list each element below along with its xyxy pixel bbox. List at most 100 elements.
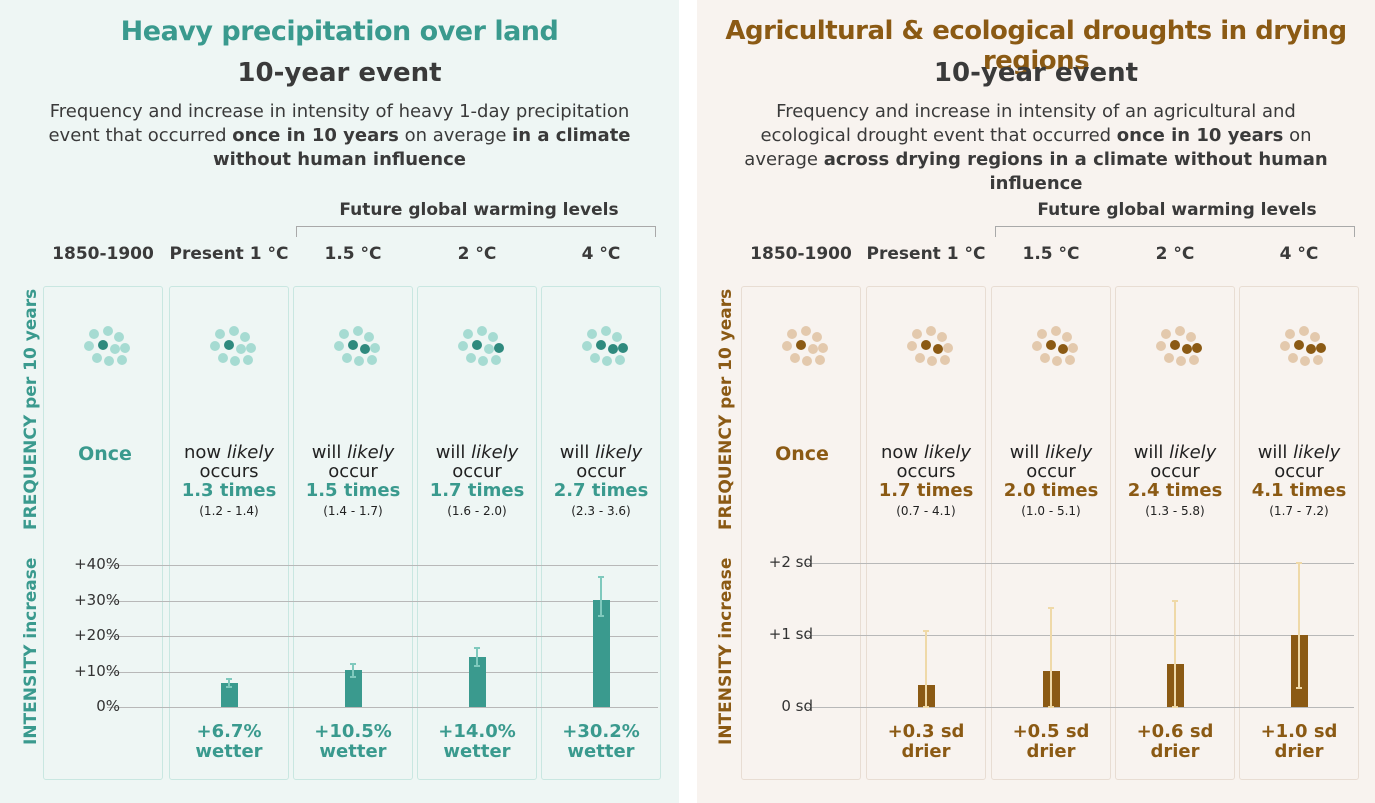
panel-title: Heavy precipitation over land	[120, 16, 559, 47]
gridline	[107, 671, 658, 673]
y-tick-label: +1 sd	[768, 625, 813, 643]
error-bar-cap	[474, 665, 480, 668]
frequency-dot	[912, 329, 922, 339]
intensity-label: +0.5 sd drier	[1012, 721, 1090, 762]
frequency-times: 4.1 times	[1251, 480, 1347, 501]
error-bar	[1174, 601, 1176, 707]
frequency-dot	[1032, 341, 1042, 351]
frequency-dot	[98, 340, 108, 350]
frequency-dot	[370, 343, 380, 353]
frequency-times: 2.0 times	[1003, 480, 1099, 501]
frequency-once: Once	[775, 443, 829, 465]
intensity-label: +0.6 sd drier	[1136, 721, 1214, 762]
column-header: Present 1 °C	[169, 244, 289, 264]
frequency-dot	[790, 353, 800, 363]
frequency-dot	[943, 343, 953, 353]
error-bar-cap	[923, 630, 929, 633]
frequency-dot-cluster	[330, 326, 382, 374]
frequency-dot-cluster	[80, 326, 132, 374]
column-box	[541, 286, 661, 780]
frequency-dot	[240, 332, 250, 342]
error-bar	[476, 648, 478, 667]
frequency-dot-cluster	[778, 326, 830, 374]
frequency-dot	[1062, 332, 1072, 342]
frequency-dot	[114, 332, 124, 342]
error-bar-cap	[1048, 607, 1054, 610]
frequency-times: 1.5 times	[305, 480, 401, 501]
frequency-dot	[246, 343, 256, 353]
frequency-dot	[110, 344, 120, 354]
frequency-text: will likely occur 4.1 times (1.7 - 7.2)	[1237, 443, 1361, 519]
gridline	[107, 565, 658, 566]
frequency-dot	[1280, 341, 1290, 351]
error-bar	[352, 664, 354, 677]
frequency-dot	[1046, 340, 1056, 350]
drought-panel: Agricultural & ecological droughts in dr…	[697, 0, 1375, 803]
frequency-dot	[796, 340, 806, 350]
frequency-dot	[927, 356, 937, 366]
frequency-dot	[494, 343, 504, 353]
y-tick-label: +2 sd	[768, 553, 813, 571]
frequency-dot	[596, 340, 606, 350]
error-bar-cap	[350, 675, 356, 678]
intensity-bar	[592, 599, 610, 707]
frequency-dot	[1294, 340, 1304, 350]
frequency-dot	[802, 356, 812, 366]
column-box	[866, 286, 986, 780]
frequency-dot	[1316, 343, 1326, 353]
column-box	[1239, 286, 1359, 780]
error-bar-cap	[598, 576, 604, 579]
frequency-dot	[488, 332, 498, 342]
column-header: Present 1 °C	[866, 244, 986, 264]
column-header: 1.5 °C	[1022, 244, 1080, 264]
frequency-dot	[466, 353, 476, 363]
frequency-dot	[1300, 356, 1310, 366]
intensity-axis-label: INTENSITY increase	[21, 557, 41, 745]
error-bar	[1298, 563, 1300, 688]
frequency-dot	[243, 355, 253, 365]
frequency-dot	[1156, 341, 1166, 351]
frequency-dot	[1176, 356, 1186, 366]
frequency-dot	[582, 341, 592, 351]
frequency-dot	[84, 341, 94, 351]
y-tick-label: 0%	[96, 697, 120, 715]
intensity-label: +14.0% wetter	[438, 721, 516, 762]
frequency-range: (1.3 - 5.8)	[1145, 504, 1205, 518]
frequency-dot	[915, 353, 925, 363]
frequency-dot	[933, 344, 943, 354]
frequency-dot	[348, 340, 358, 350]
frequency-dot	[354, 356, 364, 366]
frequency-dot	[590, 353, 600, 363]
frequency-dot	[334, 341, 344, 351]
frequency-dot	[921, 340, 931, 350]
frequency-dot	[218, 353, 228, 363]
frequency-dot	[618, 343, 628, 353]
frequency-dot	[815, 355, 825, 365]
frequency-dot	[1310, 332, 1320, 342]
frequency-dot	[491, 355, 501, 365]
error-bar-cap	[1172, 600, 1178, 603]
intensity-bar	[220, 683, 238, 707]
frequency-dot	[615, 355, 625, 365]
frequency-dot-cluster	[1276, 326, 1328, 374]
y-tick-label: +20%	[74, 626, 120, 644]
frequency-dot	[1052, 356, 1062, 366]
error-bar-cap	[1296, 686, 1302, 689]
frequency-dot	[92, 353, 102, 363]
column-header: 1.5 °C	[324, 244, 382, 264]
frequency-dot-cluster	[454, 326, 506, 374]
frequency-range: (2.3 - 3.6)	[571, 504, 631, 518]
frequency-dot	[104, 356, 114, 366]
frequency-dot	[1164, 353, 1174, 363]
panel-title: Agricultural & ecological droughts in dr…	[725, 16, 1347, 76]
error-bar	[1050, 608, 1052, 707]
frequency-dot	[1051, 326, 1061, 336]
frequency-dot	[117, 355, 127, 365]
frequency-dot	[472, 340, 482, 350]
frequency-dot	[1186, 332, 1196, 342]
y-tick-label: +10%	[74, 661, 120, 680]
frequency-dot	[458, 341, 468, 351]
frequency-dot	[926, 326, 936, 336]
frequency-times: 1.7 times	[878, 480, 974, 501]
frequency-dot	[224, 340, 234, 350]
